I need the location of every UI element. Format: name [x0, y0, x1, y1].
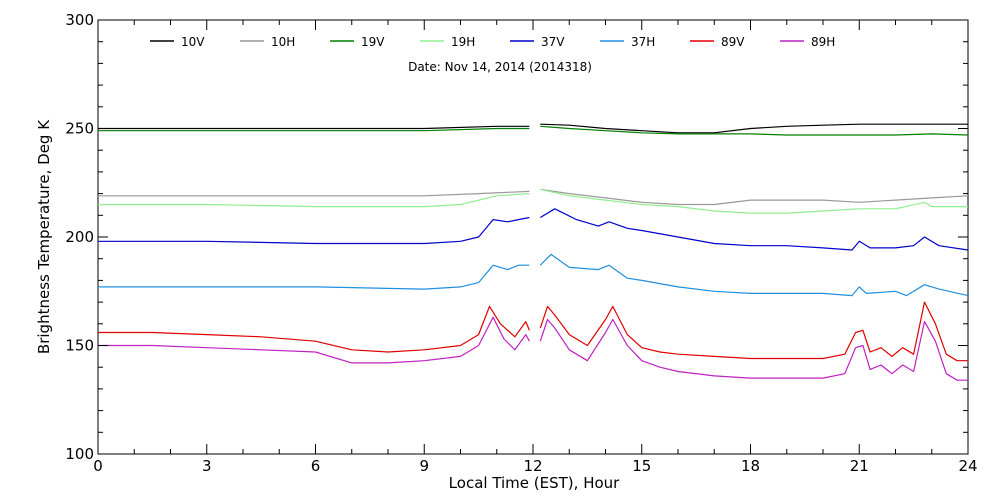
x-tick-label: 21 [850, 457, 869, 475]
series-line-37v-part2 [539, 208, 969, 251]
series-line-19h-part1 [98, 193, 530, 208]
legend-label-19h: 19H [451, 35, 475, 49]
legend: 10V 10H 19V 19H 37V 37H 89V 89H [150, 35, 835, 49]
legend-label-19v: 19V [361, 35, 385, 49]
y-axis-title: Brightness Temperature, Deg K [35, 119, 53, 354]
legend-label-89v: 89V [721, 35, 745, 49]
series-line-19v-part1 [98, 127, 530, 132]
series-line-89h-part2 [539, 318, 968, 381]
series-line-37v-part1 [98, 216, 530, 245]
x-axis-title: Local Time (EST), Hour [449, 474, 620, 492]
series-line-89v-part2 [539, 301, 968, 362]
legend-label-10h: 10H [271, 35, 295, 49]
y-tick-label: 250 [65, 120, 94, 138]
series-line-19v-part2 [540, 125, 969, 136]
series-line-89v-part1 [98, 305, 530, 353]
series-line-37h-part2 [539, 253, 969, 297]
x-tick-label: 6 [311, 457, 321, 475]
ticks-layer: 0 3 6 9 12 15 18 21 24 100 150 200 250 300 [65, 11, 977, 475]
legend-label-89h: 89H [811, 35, 835, 49]
y-tick-label: 200 [65, 228, 94, 246]
series-line-10v-part1 [98, 125, 530, 130]
y-tick-label: 100 [65, 445, 94, 463]
y-tick-label: 150 [65, 337, 94, 355]
legend-label-37h: 37H [631, 35, 655, 49]
x-tick-label: 0 [93, 457, 103, 475]
series-line-10h-part1 [98, 190, 530, 197]
series-line-89h-part1 [98, 316, 530, 364]
legend-label-37v: 37V [541, 35, 565, 49]
series-layer [98, 123, 969, 381]
x-tick-label: 24 [958, 457, 977, 475]
x-tick-label: 18 [741, 457, 760, 475]
x-tick-label: 15 [632, 457, 651, 475]
series-line-10v-part2 [540, 123, 968, 134]
x-tick-label: 12 [523, 457, 542, 475]
x-tick-label: 9 [419, 457, 429, 475]
legend-label-10v: 10V [181, 35, 205, 49]
x-tick-label: 3 [202, 457, 212, 475]
y-tick-label: 300 [65, 11, 94, 29]
series-line-37h-part1 [98, 264, 530, 290]
chart-subtitle: Date: Nov 14, 2014 (2014318) [408, 60, 592, 74]
series-line-10h-part2 [540, 188, 969, 206]
series-line-19h-part2 [540, 188, 968, 214]
